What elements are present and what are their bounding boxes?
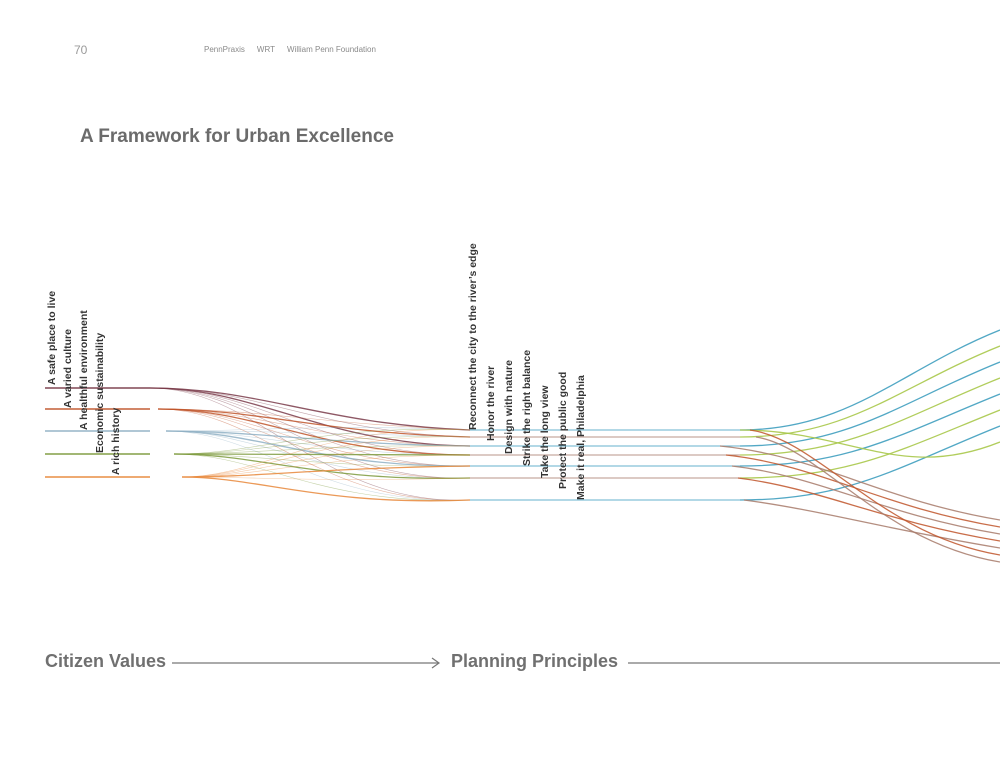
- flow-line: [181, 429, 471, 478]
- outcome-line-up: [739, 329, 1000, 431]
- planning-principles-heading: Planning Principles: [451, 651, 619, 671]
- outcome-line-up: [739, 377, 1000, 456]
- flow-line: [173, 453, 471, 456]
- header-link-william-penn-foundation[interactable]: William Penn Foundation: [287, 45, 376, 54]
- flow-line: [181, 445, 471, 478]
- citizen-value-label: A safe place to live: [46, 291, 58, 385]
- flow-line: [181, 465, 471, 478]
- flow-line: [181, 476, 471, 502]
- planning-principles-labels: Reconnect the city to the river’s edge H…: [467, 243, 587, 500]
- outcome-line-down: [755, 436, 1000, 563]
- outcome-line-down: [743, 499, 1000, 549]
- flow-line: [181, 476, 471, 480]
- flow-line: [173, 453, 471, 501]
- flow-line: [173, 436, 471, 455]
- page-number: 70: [74, 43, 88, 57]
- flow-line: [157, 408, 471, 438]
- flow-line: [149, 387, 471, 447]
- flow-line: [173, 428, 471, 455]
- footer-arrows: [172, 657, 1000, 669]
- outcome-line-up: [739, 393, 1000, 467]
- citizen-value-label: A healthful environment: [78, 310, 90, 430]
- flow-line: [157, 408, 471, 456]
- header-links: PennPraxis WRT William Penn Foundation: [204, 45, 376, 54]
- page-title: A Framework for Urban Excellence: [80, 126, 394, 147]
- planning-principle-label: Honor the river: [485, 366, 497, 441]
- flow-line: [165, 430, 471, 467]
- planning-principle-label: Reconnect the city to the river’s edge: [467, 243, 479, 430]
- citizen-values-labels: A safe place to live A varied culture A …: [46, 291, 122, 475]
- flow-line: [149, 387, 471, 479]
- flow-line: [149, 387, 471, 501]
- citizen-value-label: A varied culture: [62, 329, 74, 408]
- planning-principle-label: Strike the right balance: [521, 350, 533, 466]
- flow-lines: [45, 329, 1000, 563]
- outcome-line-up: [739, 409, 1000, 479]
- header-link-wrt[interactable]: WRT: [256, 45, 275, 54]
- planning-principle-label: Make it real, Philadelphia: [575, 375, 587, 500]
- outcome-line-down: [731, 465, 1000, 535]
- citizen-values-heading: Citizen Values: [45, 651, 167, 671]
- flow-line: [165, 427, 471, 432]
- outcome-line-up: [739, 345, 1000, 438]
- arrowhead-icon: [431, 657, 441, 669]
- flow-line: [181, 436, 471, 478]
- header-link-pennpraxis[interactable]: PennPraxis: [204, 45, 245, 54]
- planning-principle-label: Design with nature: [503, 360, 515, 454]
- outcome-line-up: [739, 425, 1000, 501]
- outcome-line-down: [737, 477, 1000, 542]
- outcome-line-down: [719, 445, 1000, 521]
- flow-line: [173, 453, 471, 480]
- flow-line: [149, 387, 471, 467]
- flow-line: [165, 430, 471, 479]
- flow-line: [157, 408, 471, 501]
- outcome-line-up: [739, 429, 1000, 458]
- citizen-value-label: Economic sustainability: [94, 333, 106, 453]
- flow-line: [157, 408, 471, 479]
- flow-line: [149, 387, 471, 431]
- flow-line: [165, 430, 471, 447]
- citizen-value-label: A rich history: [110, 408, 122, 475]
- planning-principle-label: Take the long view: [539, 385, 551, 478]
- planning-principle-label: Protect the public good: [557, 372, 569, 489]
- outcome-line-down: [749, 429, 1000, 556]
